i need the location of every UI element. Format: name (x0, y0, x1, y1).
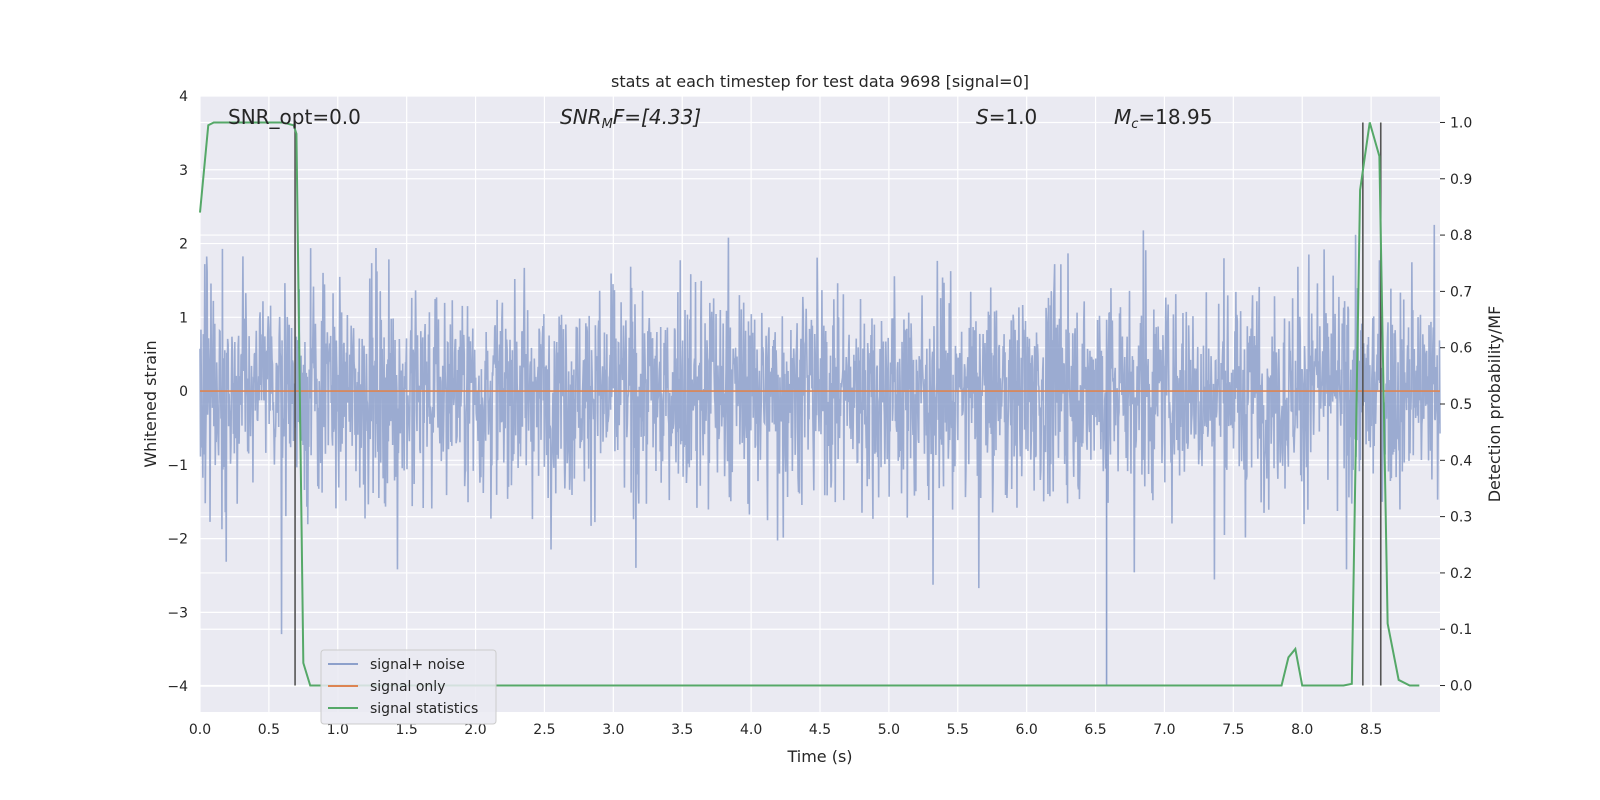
chart-title: stats at each timestep for test data 969… (611, 72, 1029, 91)
y2-tick-label: 0.4 (1450, 453, 1472, 469)
y-tick-label: 3 (179, 163, 188, 179)
mc-rest: =18.95 (1138, 105, 1212, 129)
snr-mf-rest: F=[4.33] (613, 105, 701, 129)
series-signal-statistics (199, 121, 1420, 687)
legend-label-noise: signal+ noise (370, 657, 465, 673)
x-tick-label: 0.5 (258, 722, 280, 738)
series-signal-noise (199, 224, 1441, 687)
y2-tick-label: 0.9 (1450, 172, 1472, 188)
annotation-s: S=1.0 (976, 105, 1037, 129)
annotation-mc: Mc=18.95 (1114, 105, 1212, 132)
x-tick-label: 5.0 (878, 722, 900, 738)
y2-tick-label: 0.2 (1450, 566, 1472, 582)
y-tick-label: −2 (167, 532, 188, 548)
y2-tick-label: 0.8 (1450, 228, 1472, 244)
x-tick-label: 2.5 (533, 722, 555, 738)
y-tick-label: 2 (179, 237, 188, 253)
x-axis-label: Time (s) (786, 747, 852, 766)
y-tick-label: 4 (179, 89, 188, 105)
y-tick-label: 1 (179, 310, 188, 326)
legend: signal+ noise signal only signal statist… (320, 649, 497, 725)
x-tick-label: 0.0 (189, 722, 211, 738)
x-tick-label: 6.0 (1016, 722, 1038, 738)
y2-tick-label: 0.6 (1450, 341, 1472, 357)
x-tick-label: 4.5 (809, 722, 831, 738)
signal-statistics-line (199, 121, 1420, 687)
y2-axis-ticks: 1.0 0.9 0.8 0.7 0.6 0.5 0.4 0.3 0.2 0.1 0.0 (1440, 115, 1472, 695)
mc-label: M (1114, 105, 1131, 129)
y-axis-label: Whitened strain (141, 340, 160, 467)
x-tick-label: 7.0 (1153, 722, 1175, 738)
s-label: S (976, 105, 989, 129)
y2-axis-label: Detection probability/MF (1485, 306, 1504, 503)
x-axis-ticks: 0.0 0.5 1.0 1.5 2.0 2.5 3.0 3.5 4.0 4.5 5.0 5.5 6.0 6… (189, 722, 1382, 738)
x-tick-label: 4.0 (740, 722, 762, 738)
x-tick-label: 8.5 (1360, 722, 1382, 738)
legend-label-signal-only: signal only (370, 679, 445, 695)
y-tick-label: −4 (167, 679, 188, 695)
y2-tick-label: 1.0 (1450, 115, 1472, 131)
y-tick-label: −3 (167, 605, 188, 621)
y2-tick-label: 0.0 (1450, 679, 1472, 695)
y2-tick-label: 0.5 (1450, 397, 1472, 413)
y2-tick-label: 0.3 (1450, 510, 1472, 526)
x-tick-label: 5.5 (947, 722, 969, 738)
y-tick-label: 0 (179, 384, 188, 400)
noise-trace (199, 224, 1441, 635)
mc-sub: c (1131, 117, 1138, 132)
y2-tick-label: 0.1 (1450, 622, 1472, 638)
annotations: SNR_opt=0.0 SNRMF=[4.33] S=1.0 Mc=18.95 (228, 105, 1212, 132)
y2-tick-label: 0.7 (1450, 284, 1472, 300)
legend-label-stats: signal statistics (370, 701, 478, 717)
annotation-snr-opt: SNR_opt=0.0 (228, 105, 361, 129)
s-rest: =1.0 (989, 105, 1038, 129)
snr-mf-label: SNR (560, 105, 602, 129)
x-tick-label: 3.0 (602, 722, 624, 738)
y-tick-label: −1 (167, 458, 188, 474)
x-tick-label: 8.0 (1291, 722, 1313, 738)
x-tick-label: 3.5 (671, 722, 693, 738)
x-tick-label: 7.5 (1222, 722, 1244, 738)
x-tick-label: 6.5 (1084, 722, 1106, 738)
x-tick-label: 2.0 (464, 722, 486, 738)
x-tick-label: 1.0 (327, 722, 349, 738)
annotation-snr-mf: SNRMF=[4.33] (560, 105, 701, 132)
y-axis-ticks: 4 3 2 1 0 −1 −2 −3 −4 (167, 89, 188, 695)
snr-mf-sub: M (602, 117, 613, 132)
legend-box (320, 649, 497, 725)
x-tick-label: 1.5 (396, 722, 418, 738)
